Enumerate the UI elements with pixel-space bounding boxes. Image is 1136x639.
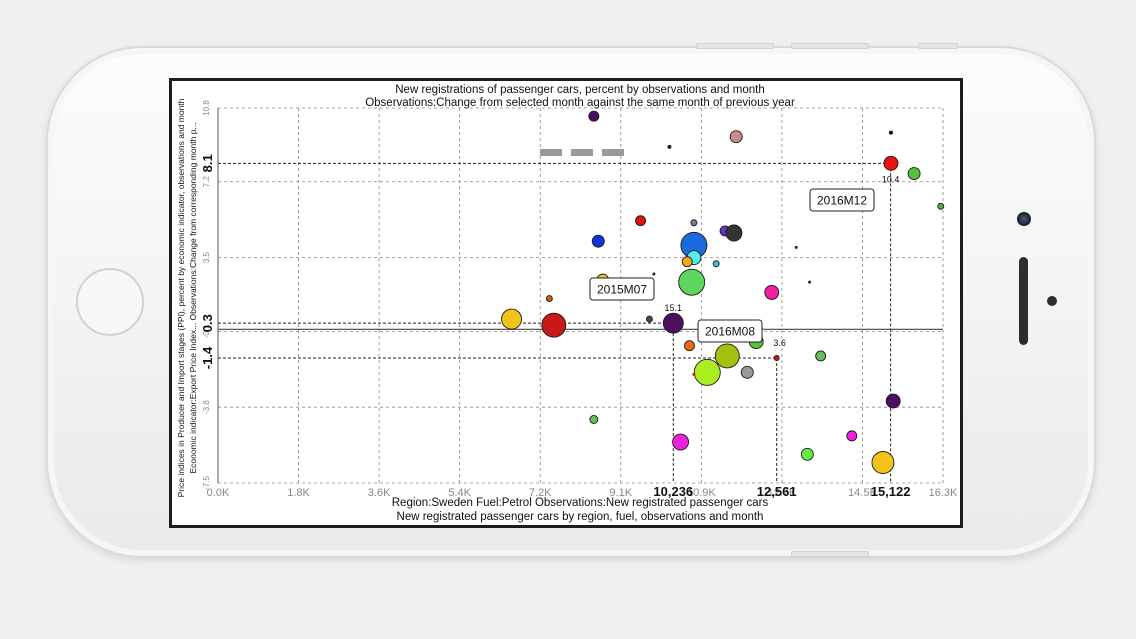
x-tick-label: 9.1K	[609, 487, 632, 499]
data-point	[885, 393, 901, 409]
y-axis-label-line1: Price indices in Producer and Import sta…	[176, 98, 186, 497]
x-tick-label: 7.2K	[529, 487, 552, 499]
home-button[interactable]	[76, 268, 144, 336]
data-point	[907, 167, 921, 181]
data-point	[846, 430, 858, 442]
y-tick-label: 10.8	[202, 100, 211, 116]
x-tick-label: 10.9K	[687, 487, 716, 499]
power-button	[791, 551, 869, 557]
data-point	[678, 268, 706, 296]
y-tick-label: 7.2	[202, 176, 211, 188]
data-point	[808, 280, 812, 284]
volume-down-button	[791, 43, 869, 49]
data-point	[591, 234, 605, 248]
x-tick-label: 5.4K	[448, 487, 471, 499]
ref-x-label: 10,236	[653, 484, 693, 499]
point-value-label: 10.4	[882, 174, 900, 184]
data-point	[815, 350, 827, 362]
month-label-box	[589, 277, 655, 301]
month-label-box	[697, 319, 763, 343]
data-point	[693, 358, 721, 386]
data-point	[794, 245, 798, 249]
ref-y-label: 8.1	[200, 154, 215, 172]
data-point	[740, 365, 754, 379]
data-point	[681, 256, 693, 268]
data-point	[871, 451, 895, 474]
chart-title: New registrations of passenger cars, per…	[395, 84, 764, 96]
data-point	[690, 219, 698, 227]
data-point	[501, 308, 523, 330]
x-tick-label: 0.0K	[207, 487, 230, 499]
data-point	[667, 144, 672, 149]
axis-ticks: 0.0K 1.8K 3.6K 5.4K 7.2K 9.1K 10.9K 12.7K 14.5K 1…	[200, 100, 958, 499]
volume-up-button	[696, 43, 774, 49]
ref-x-label: 12,561	[757, 484, 797, 499]
proximity-sensor	[1047, 296, 1057, 306]
data-point	[588, 110, 600, 122]
data-point	[883, 155, 899, 171]
data-point	[672, 433, 690, 451]
annotations: 15.1 2015M07 3.6 2016M08 10.4 2016M12	[589, 174, 900, 348]
data-points	[501, 110, 945, 474]
mute-switch	[918, 43, 958, 49]
data-point	[725, 224, 743, 242]
y-tick-label: -0.1	[202, 324, 211, 338]
data-point	[714, 343, 740, 369]
data-point	[652, 272, 656, 276]
y-tick-label: -7.5	[202, 476, 211, 490]
x-tick-label: 14.5K	[848, 487, 877, 499]
data-point	[684, 340, 695, 352]
data-point	[662, 312, 684, 334]
phone-screen[interactable]: 0.0K 1.8K 3.6K 5.4K 7.2K 9.1K 10.9K 12.7K 14.5K 1…	[169, 78, 963, 528]
month-label: 2015M07	[597, 283, 647, 297]
point-value-label: 15.1	[665, 303, 683, 313]
y-axis-label-line2: Economic indicator:Export Price Index...…	[188, 122, 198, 473]
ref-y-label: -1.4	[200, 346, 215, 369]
month-label-box	[809, 188, 875, 212]
ref-y-label: 0.3	[200, 314, 215, 332]
earpiece-speaker	[1019, 257, 1028, 345]
month-label: 2016M12	[817, 194, 867, 208]
data-point	[692, 372, 696, 376]
x-axis-label-line1: Region:Sweden Fuel:Petrol Observations:N…	[392, 497, 769, 509]
data-point	[937, 202, 945, 210]
month-label: 2016M08	[705, 325, 755, 339]
reference-lines	[218, 162, 892, 483]
x-tick-label: 1.8K	[287, 487, 310, 499]
front-camera	[1017, 212, 1031, 226]
ref-x-label: 15,122	[871, 484, 911, 499]
data-point	[773, 355, 780, 361]
point-value-label: 3.6	[773, 338, 786, 348]
x-tick-label: 3.6K	[368, 487, 391, 499]
data-point	[635, 215, 646, 227]
data-point	[800, 447, 814, 461]
x-tick-label: 16.3K	[929, 487, 958, 499]
data-point	[645, 315, 653, 323]
data-point	[729, 130, 743, 144]
data-point	[545, 295, 553, 303]
scatter-chart[interactable]: 0.0K 1.8K 3.6K 5.4K 7.2K 9.1K 10.9K 12.7K 14.5K 1…	[172, 81, 960, 525]
x-tick-label: 12.7K	[768, 487, 797, 499]
chart-subtitle: Observations:Change from selected month …	[365, 97, 795, 109]
data-point	[888, 130, 893, 135]
data-point	[589, 415, 599, 424]
data-point	[712, 260, 720, 268]
legend-dashes-icon	[540, 149, 624, 156]
y-tick-label: 3.5	[202, 251, 211, 263]
y-tick-label: -3.8	[202, 400, 211, 414]
grid-layer	[217, 107, 944, 484]
x-axis-label-line2: New registrated passenger cars by region…	[397, 511, 764, 523]
data-point	[541, 312, 567, 338]
data-point	[764, 284, 780, 300]
